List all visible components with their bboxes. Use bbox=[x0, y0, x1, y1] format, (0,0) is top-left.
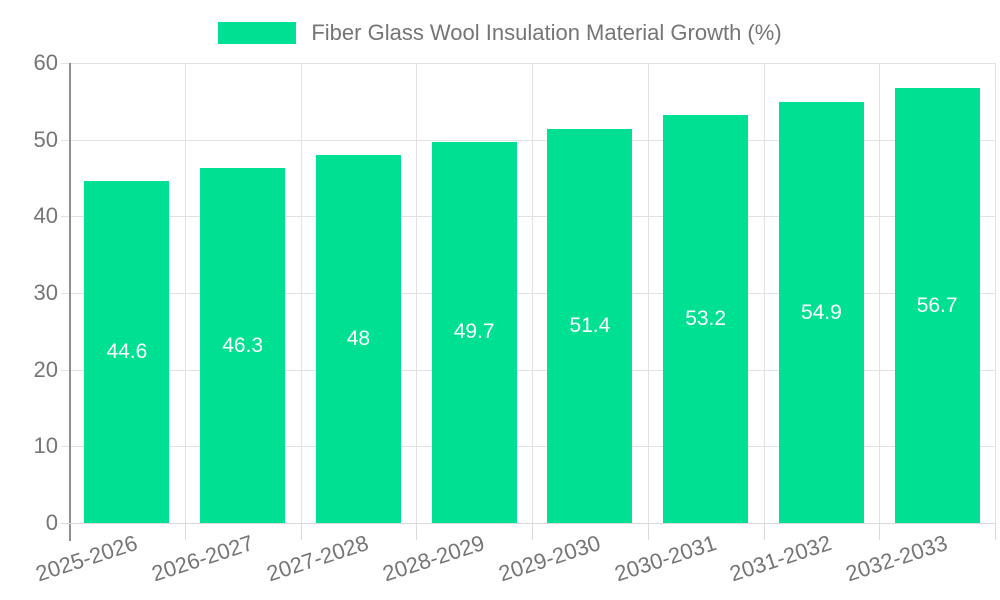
x-axis-tick bbox=[301, 523, 302, 540]
x-gridline bbox=[301, 63, 302, 523]
y-axis-tick-label: 40 bbox=[33, 203, 58, 228]
bar-2025-2026[interactable] bbox=[84, 181, 170, 523]
y-gridline bbox=[61, 370, 995, 371]
bar-2031-2032[interactable] bbox=[778, 102, 864, 523]
y-axis-tick-label: 0 bbox=[45, 510, 58, 535]
bar-2028-2029[interactable] bbox=[431, 141, 517, 523]
y-gridline bbox=[61, 63, 995, 64]
y-axis-tick-label: 50 bbox=[33, 127, 58, 152]
x-axis-tick bbox=[995, 523, 996, 540]
bar-value-label: 51.4 bbox=[569, 313, 611, 337]
bar-2029-2030[interactable] bbox=[547, 128, 633, 523]
y-gridline bbox=[61, 140, 995, 141]
x-gridline bbox=[879, 63, 880, 523]
bar-2030-2031[interactable] bbox=[663, 115, 749, 523]
legend-swatch-icon bbox=[218, 22, 297, 44]
bar-value-label: 56.7 bbox=[916, 293, 958, 317]
y-gridline bbox=[61, 216, 995, 217]
y-axis-tick-label: 20 bbox=[33, 357, 58, 382]
y-gridline bbox=[61, 293, 995, 294]
bar-value-label: 53.2 bbox=[685, 307, 727, 331]
bar-value-label: 49.7 bbox=[453, 320, 495, 344]
bar-2027-2028[interactable] bbox=[315, 155, 401, 523]
y-axis-line bbox=[69, 63, 71, 541]
x-axis-tick bbox=[416, 523, 417, 540]
bar-2032-2033[interactable] bbox=[894, 88, 980, 523]
bar-value-label: 46.3 bbox=[222, 333, 264, 357]
y-gridline bbox=[61, 446, 995, 447]
x-axis-tick bbox=[185, 523, 186, 540]
bar-value-label: 48 bbox=[346, 327, 371, 350]
x-gridline bbox=[416, 63, 417, 523]
x-gridline bbox=[648, 63, 649, 523]
x-gridline bbox=[995, 63, 996, 523]
x-gridline bbox=[764, 63, 765, 523]
bar-2026-2027[interactable] bbox=[200, 168, 286, 523]
y-axis-tick-label: 60 bbox=[33, 50, 58, 75]
x-axis-tick bbox=[764, 523, 765, 540]
x-axis-tick bbox=[879, 523, 880, 540]
y-axis-tick-label: 10 bbox=[33, 433, 58, 458]
bar-value-label: 54.9 bbox=[800, 300, 842, 324]
chart-legend[interactable]: Fiber Glass Wool Insulation Material Gro… bbox=[0, 18, 1000, 48]
x-gridline bbox=[532, 63, 533, 523]
x-gridline bbox=[185, 63, 186, 523]
y-axis-tick-label: 30 bbox=[33, 280, 58, 305]
x-axis-line bbox=[61, 523, 995, 524]
x-axis-tick bbox=[648, 523, 649, 540]
x-axis-tick bbox=[532, 523, 533, 540]
bar-value-label: 44.6 bbox=[106, 340, 148, 364]
legend-label: Fiber Glass Wool Insulation Material Gro… bbox=[311, 20, 782, 45]
